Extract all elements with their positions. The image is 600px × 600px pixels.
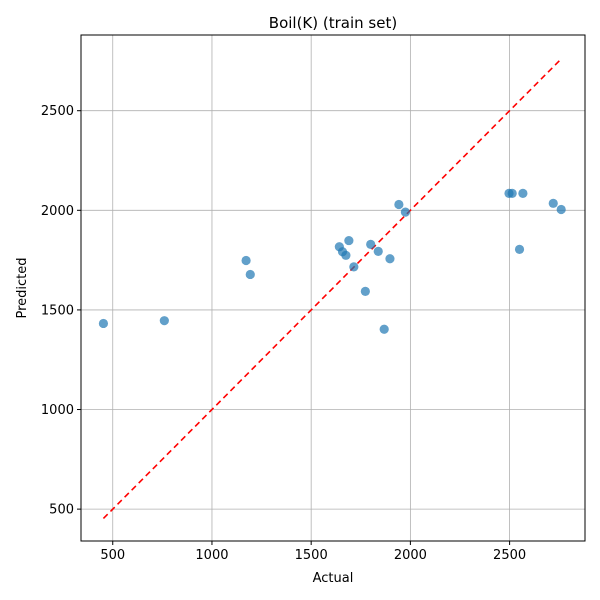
data-point	[518, 188, 528, 198]
x-tick-label: 500	[100, 548, 125, 563]
data-point	[507, 188, 517, 198]
data-point	[159, 316, 169, 326]
identity-reference-line	[102, 58, 562, 520]
axis-ticks: 500 1000 1500 2000 2500 500 1000 1500 2000 2500	[41, 104, 526, 563]
data-point	[241, 255, 251, 266]
data-point	[400, 207, 411, 217]
data-point	[349, 262, 359, 272]
data-point	[556, 204, 566, 215]
data-point	[548, 198, 558, 208]
data-point	[514, 244, 525, 254]
data-point	[360, 286, 370, 296]
data-point	[341, 250, 351, 260]
data-point	[344, 235, 354, 246]
x-axis-label: Actual	[313, 571, 354, 586]
x-tick-label: 1500	[295, 548, 328, 563]
data-point	[245, 269, 255, 280]
y-tick-label: 2500	[41, 104, 74, 119]
grid	[81, 35, 585, 541]
data-point	[98, 318, 109, 329]
x-tick-label: 1000	[195, 548, 228, 563]
y-tick-label: 1500	[41, 303, 74, 318]
plot-frame	[80, 34, 586, 542]
y-tick-label: 500	[49, 503, 74, 518]
data-point	[385, 254, 395, 264]
chart-title: Boil(K) (train set)	[269, 14, 397, 32]
x-tick-label: 2500	[493, 548, 526, 563]
reference-line-layer	[102, 58, 562, 520]
y-tick-label: 1000	[41, 403, 74, 418]
data-point	[373, 246, 383, 256]
y-axis-label: Predicted	[15, 257, 30, 318]
data-point	[379, 324, 389, 334]
data-point	[366, 239, 376, 249]
data-point	[394, 199, 404, 210]
data-points	[98, 188, 566, 334]
x-tick-label: 2000	[394, 548, 427, 563]
y-tick-label: 2000	[41, 204, 74, 219]
